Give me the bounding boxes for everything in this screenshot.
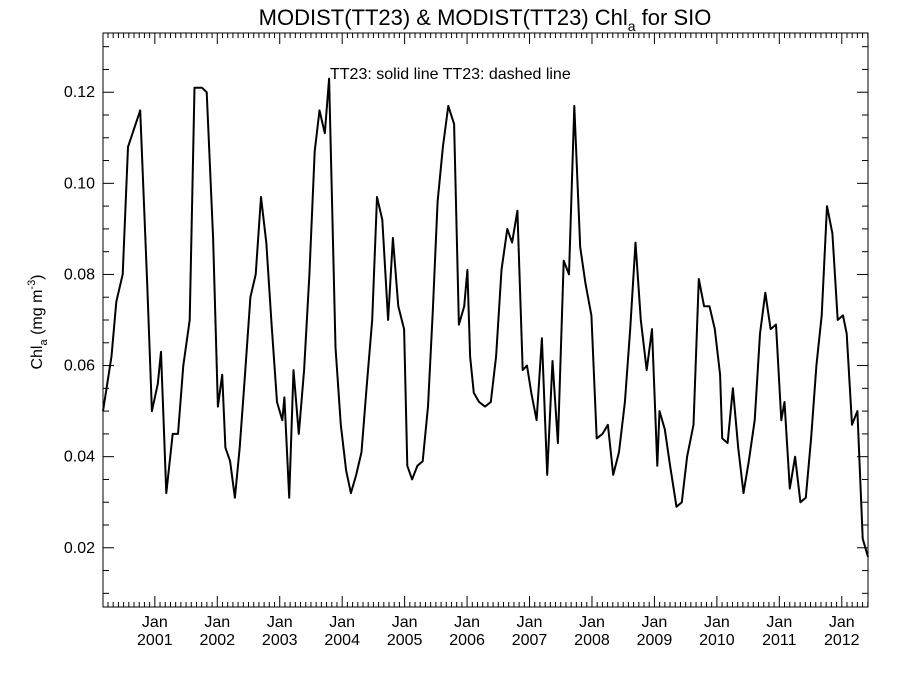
x-tick-month-label: Jan: [579, 614, 605, 631]
x-tick-month-label: Jan: [829, 614, 855, 631]
x-tick-year-label: 2005: [387, 632, 423, 649]
axis-ticks: [103, 33, 869, 607]
x-tick-year-label: 2003: [262, 632, 298, 649]
y-axis-label: Chla (mg m-3): [26, 274, 50, 369]
x-tick-month-label: Jan: [642, 614, 668, 631]
y-axis-label-subscript: a: [38, 339, 50, 346]
y-axis-label-unit: (mg m: [29, 290, 46, 340]
chart-title: MODIST(TT23) & MODIST(TT23) Chla for SIO: [259, 5, 712, 34]
x-tick-month-label: Jan: [704, 614, 730, 631]
x-tick-month-label: Jan: [392, 614, 418, 631]
axis-tick-labels: 0.020.040.060.080.100.12Jan2001Jan2002Ja…: [64, 84, 860, 649]
series-line-0: [102, 77, 869, 558]
y-tick-label: 0.04: [64, 449, 95, 466]
y-tick-label: 0.10: [64, 175, 95, 192]
series-layer: [102, 77, 869, 558]
x-tick-year-label: 2001: [137, 632, 173, 649]
x-tick-month-label: Jan: [142, 614, 168, 631]
x-tick-year-label: 2009: [637, 632, 673, 649]
x-tick-month-label: Jan: [517, 614, 543, 631]
chart-title-prefix: MODIST(TT23) & MODIST(TT23) Chl: [259, 5, 628, 30]
x-tick-month-label: Jan: [329, 614, 355, 631]
x-tick-year-label: 2010: [699, 632, 735, 649]
x-tick-month-label: Jan: [267, 614, 293, 631]
y-axis-label-exponent: -3: [26, 280, 38, 290]
x-tick-year-label: 2002: [199, 632, 235, 649]
chart-title-subscript: a: [628, 18, 636, 34]
x-tick-year-label: 2011: [762, 632, 797, 649]
y-axis-label-main: Chl: [29, 346, 46, 370]
plot-frame: [102, 32, 869, 608]
x-tick-year-label: 2006: [449, 632, 485, 649]
x-tick-month-label: Jan: [454, 614, 480, 631]
y-tick-label: 0.02: [64, 540, 95, 557]
y-axis-label-close: ): [29, 274, 46, 279]
x-tick-month-label: Jan: [204, 614, 230, 631]
x-tick-year-label: 2008: [574, 632, 610, 649]
x-tick-month-label: Jan: [766, 614, 792, 631]
x-tick-year-label: 2004: [324, 632, 360, 649]
x-tick-year-label: 2007: [512, 632, 548, 649]
chart-annotation: TT23: solid line TT23: dashed line: [330, 66, 571, 83]
y-tick-label: 0.06: [64, 358, 95, 375]
y-tick-label: 0.12: [64, 84, 95, 101]
x-tick-year-label: 2012: [824, 632, 860, 649]
y-tick-label: 0.08: [64, 266, 95, 283]
chart-title-suffix: for SIO: [636, 5, 712, 30]
